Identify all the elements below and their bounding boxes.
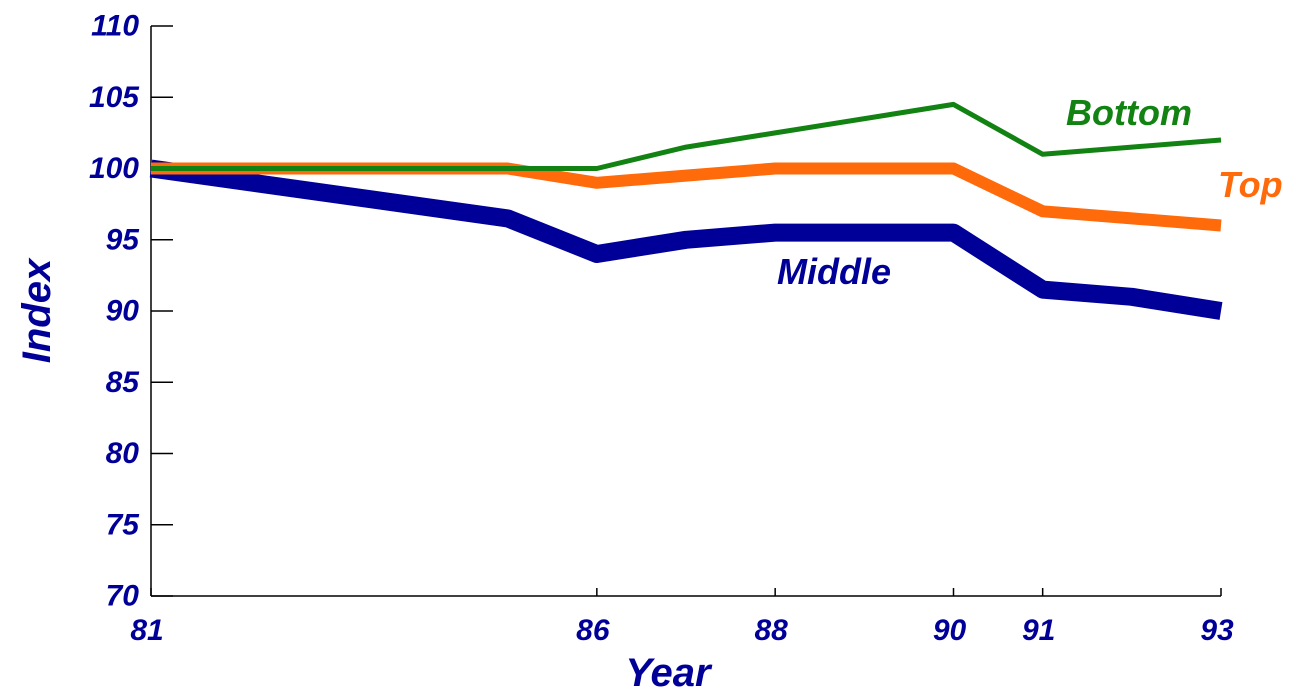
x-tick-label: 81 [130, 614, 163, 647]
y-tick-label: 75 [106, 508, 141, 541]
axes [150, 25, 1222, 597]
y-tick-label: 105 [89, 81, 140, 114]
x-axis-title: Year [625, 651, 713, 694]
series-lines [149, 101, 1223, 320]
series-line-middle [149, 159, 1223, 320]
y-tick-label: 90 [106, 295, 140, 328]
series-line-bottom [151, 101, 1222, 171]
y-axis-tick-labels: 70 75 80 85 90 95 100 105 110 [89, 10, 140, 613]
x-tick-label: 93 [1200, 614, 1234, 647]
x-axis-tick-labels: 81 86 88 90 91 93 [130, 614, 1234, 647]
x-tick-label: 90 [933, 614, 967, 647]
x-tick-label: 86 [576, 614, 610, 647]
series-label-bottom: Bottom [1066, 92, 1192, 133]
series-label-middle: Middle [777, 251, 891, 292]
y-tick-label: 70 [106, 580, 140, 613]
y-axis-title: Index [15, 257, 59, 363]
series-labels: Bottom Top Middle [777, 92, 1283, 292]
y-tick-label: 80 [106, 437, 140, 470]
y-tick-label: 110 [91, 10, 139, 43]
series-label-top: Top [1218, 164, 1283, 205]
x-tick-label: 91 [1022, 614, 1055, 647]
series-line-top [151, 162, 1222, 232]
y-tick-label: 95 [106, 223, 141, 256]
x-tick-label: 88 [754, 614, 788, 647]
y-tick-label: 100 [89, 152, 139, 185]
y-tick-label: 85 [106, 366, 141, 399]
